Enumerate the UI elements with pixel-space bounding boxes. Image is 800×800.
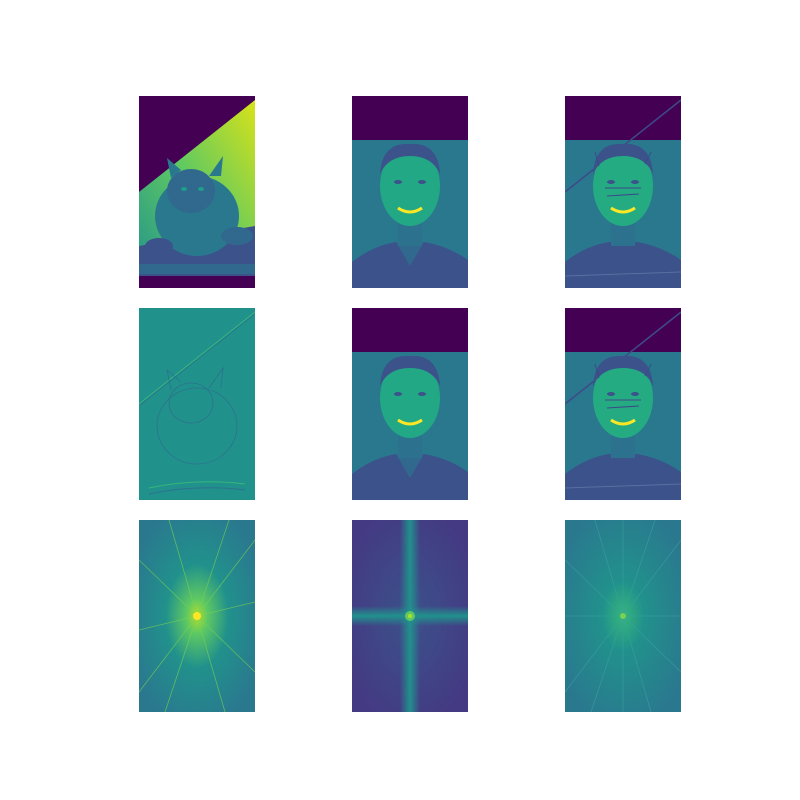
cat-spectrum-image xyxy=(139,520,255,712)
man-image xyxy=(352,96,468,288)
panel-cat-spectrum xyxy=(139,520,255,712)
panel-hybrid-spectrum xyxy=(565,520,681,712)
panel-man-image xyxy=(352,96,468,288)
panel-man-spectrum xyxy=(352,520,468,712)
cat-edges-image xyxy=(139,308,255,500)
hybrid-image xyxy=(565,96,681,288)
panel-man-lowpass xyxy=(352,308,468,500)
panel-hybrid-image-2 xyxy=(565,308,681,500)
panel-cat-image xyxy=(139,96,255,288)
hybrid-image-2 xyxy=(565,308,681,500)
panel-hybrid-image xyxy=(565,96,681,288)
man-spectrum-image xyxy=(352,520,468,712)
cat-image xyxy=(139,96,255,288)
hybrid-spectrum-image xyxy=(565,520,681,712)
panel-cat-edges xyxy=(139,308,255,500)
man-lowpass-image xyxy=(352,308,468,500)
